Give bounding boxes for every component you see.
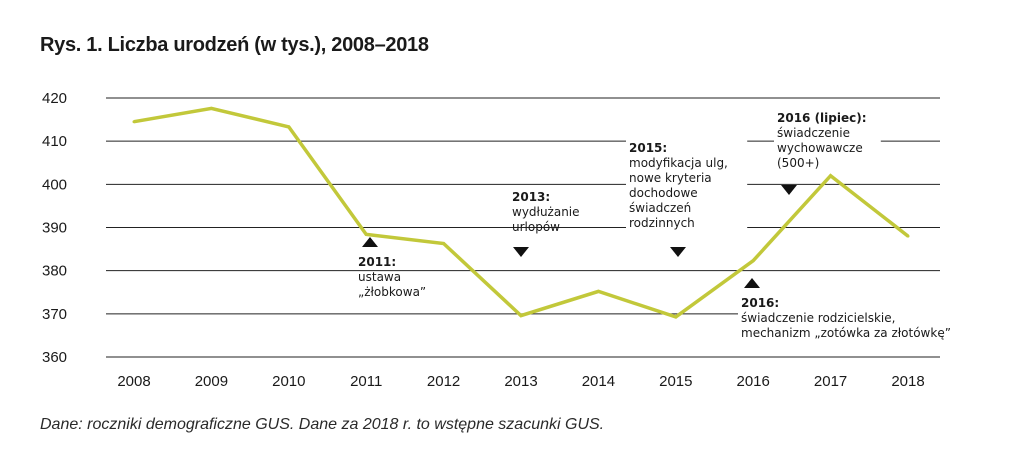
annotation-title: 2015:	[629, 141, 667, 155]
annotation-background	[774, 110, 881, 173]
data-point	[829, 174, 833, 178]
x-tick-label: 2010	[272, 373, 305, 390]
data-point	[751, 259, 755, 263]
annotation-line: świadczenie rodzicielskie,	[741, 311, 895, 325]
annotation-line: mechanizm „zotówka za złotówkę”	[741, 326, 951, 340]
series-layer	[132, 106, 910, 319]
data-point	[596, 289, 600, 293]
y-axis-ticks: 360 370 380 390 400 410 420	[42, 90, 67, 366]
annotation-title: 2016 (lipiec):	[777, 111, 867, 125]
annotation-2011: 2011:ustawa„żłobkowa”	[358, 237, 426, 299]
y-tick-label: 410	[42, 133, 67, 150]
data-point	[519, 314, 523, 318]
annotation-line: „żłobkowa”	[358, 285, 426, 299]
data-point	[132, 120, 136, 124]
annotation-title: 2016:	[741, 296, 779, 310]
annotation-line: rodzinnych	[629, 216, 695, 230]
x-tick-label: 2015	[659, 373, 692, 390]
annotation-line: (500+)	[777, 156, 819, 170]
data-point	[442, 241, 446, 245]
x-axis-ticks: 2008 2009 2010 2011 2012 2013 2014 2015 2016 2017…	[117, 373, 924, 390]
y-tick-label: 390	[42, 220, 67, 237]
annotation-line: urlopów	[512, 220, 560, 234]
x-tick-label: 2017	[814, 373, 847, 390]
x-tick-label: 2013	[504, 373, 537, 390]
source-note: Dane: roczniki demograficzne GUS. Dane z…	[40, 416, 605, 433]
chart-title: Rys. 1. Liczba urodzeń (w tys.), 2008–20…	[40, 34, 429, 56]
y-tick-label: 360	[42, 349, 67, 366]
annotation-line: wydłużanie	[512, 205, 580, 219]
data-point	[674, 315, 678, 319]
data-point	[906, 234, 910, 238]
annotation-2015: 2015:modyfikacja ulg,nowe kryteriadochod…	[626, 140, 748, 257]
x-tick-label: 2009	[195, 373, 228, 390]
y-tick-label: 400	[42, 176, 67, 193]
data-point	[287, 125, 291, 129]
x-tick-label: 2016	[737, 373, 770, 390]
x-tick-label: 2008	[117, 373, 150, 390]
annotation-background	[738, 295, 968, 343]
annotation-line: dochodowe	[629, 186, 698, 200]
x-tick-label: 2014	[582, 373, 615, 390]
annotation-line: ustawa	[358, 270, 401, 284]
y-tick-label: 370	[42, 306, 67, 323]
down-triangle-icon	[513, 247, 529, 257]
annotation-line: wychowawcze	[777, 141, 863, 155]
annotation-2016: 2016:świadczenie rodzicielskie,mechanizm…	[738, 278, 968, 343]
annotation-line: świadczenie	[777, 126, 850, 140]
data-point	[364, 232, 368, 236]
up-triangle-icon	[362, 237, 378, 247]
annotations-layer: 2011:ustawa„żłobkowa” 2013:wydłużanieurlo…	[358, 110, 968, 343]
annotation-background	[626, 140, 748, 233]
x-tick-label: 2011	[350, 373, 382, 390]
down-triangle-icon	[670, 247, 686, 257]
data-point	[209, 106, 213, 110]
annotation-line: modyfikacja ulg,	[629, 156, 728, 170]
x-tick-label: 2012	[427, 373, 460, 390]
annotation-2016-lipiec: 2016 (lipiec):świadczeniewychowawcze(500…	[774, 110, 881, 195]
down-triangle-icon	[781, 185, 797, 195]
annotation-title: 2013:	[512, 190, 550, 204]
y-tick-label: 420	[42, 90, 67, 107]
annotation-line: nowe kryteria	[629, 171, 712, 185]
x-tick-label: 2018	[891, 373, 924, 390]
up-triangle-icon	[744, 278, 760, 288]
annotation-line: świadczeń	[629, 201, 691, 215]
annotation-title: 2011:	[358, 255, 396, 269]
y-tick-label: 380	[42, 263, 67, 280]
